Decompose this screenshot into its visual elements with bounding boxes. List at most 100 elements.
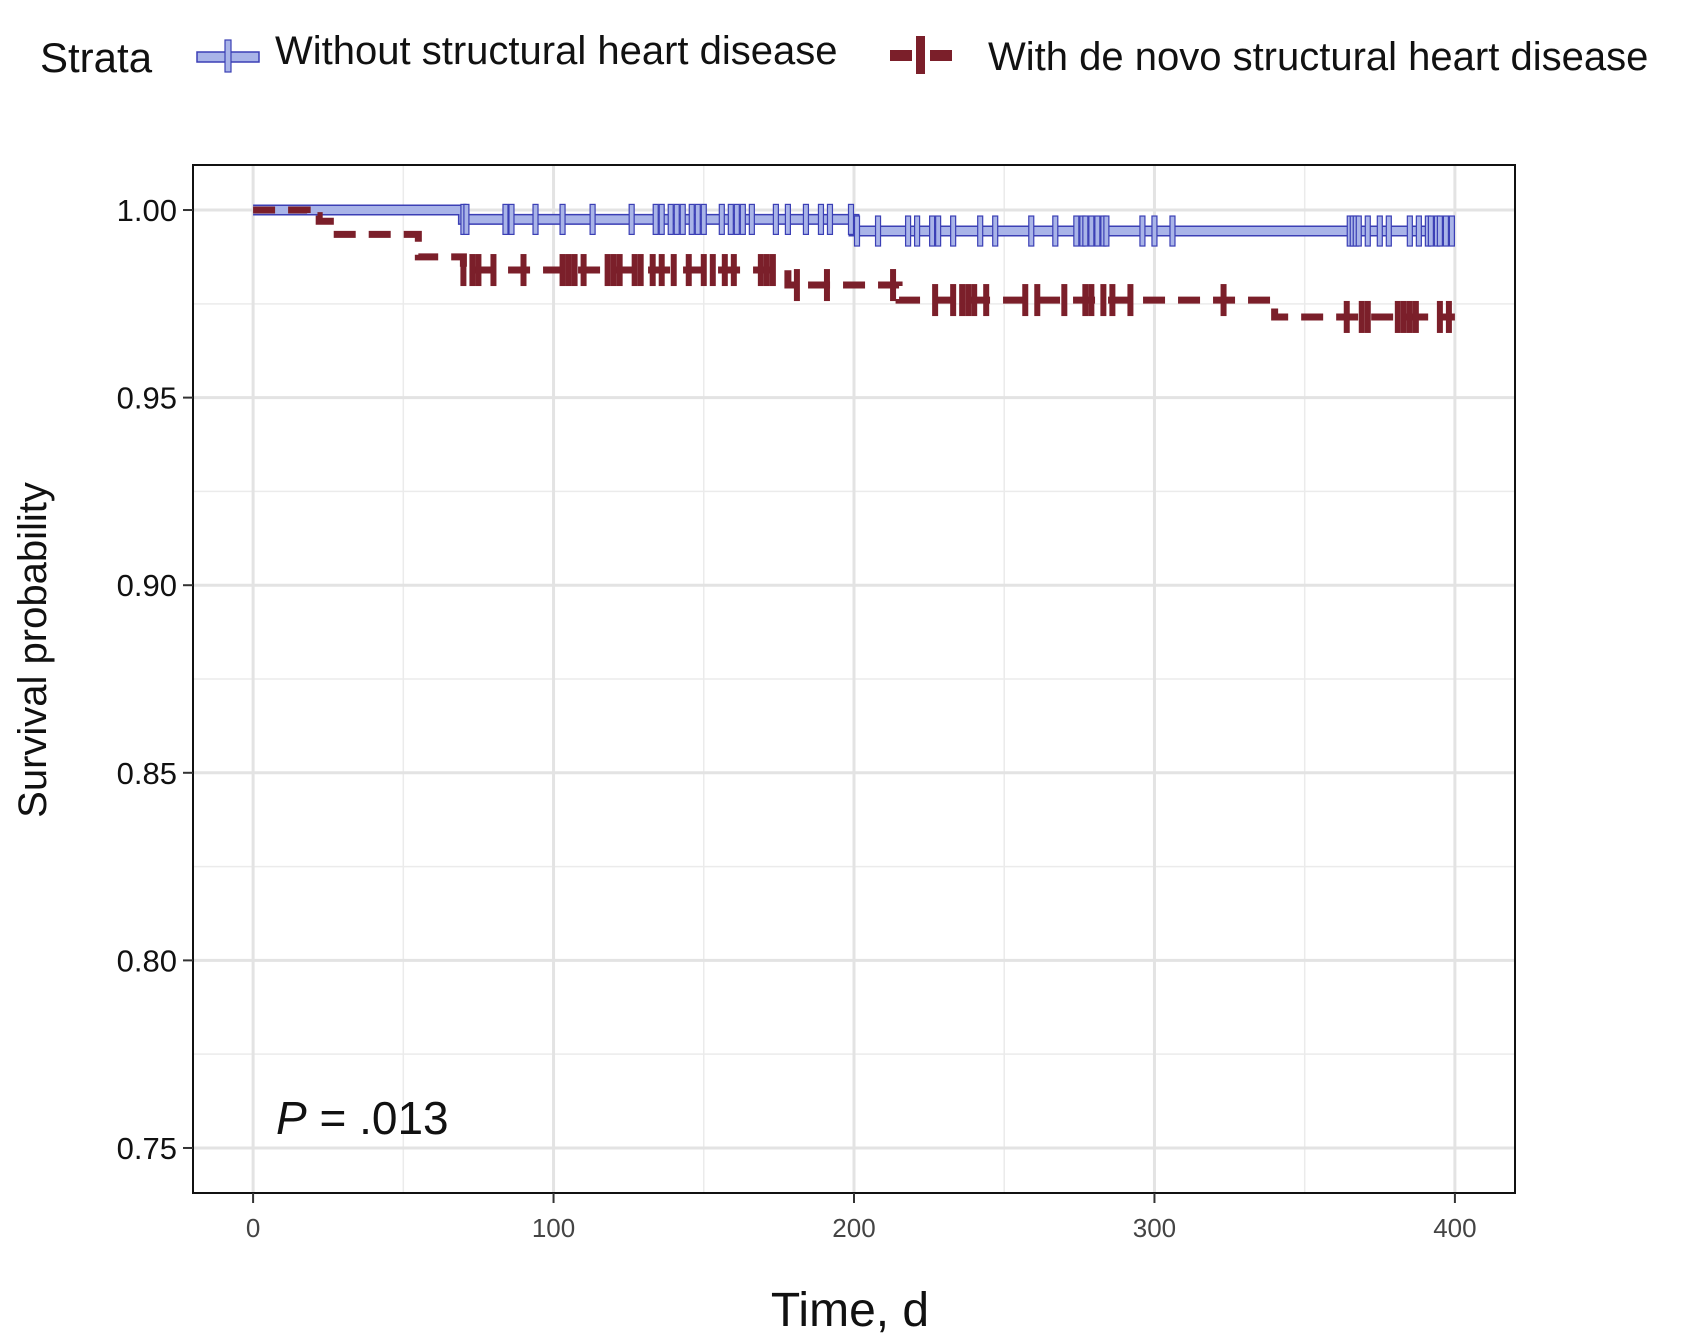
legend-key-with	[890, 36, 952, 74]
censor-mark-with	[823, 269, 830, 302]
censor-mark-without	[1406, 215, 1413, 247]
censor-mark-with	[469, 254, 476, 287]
censor-mark-without	[772, 203, 779, 236]
censor-mark-without	[1436, 215, 1443, 247]
y-tick-label: 0.90	[117, 568, 177, 603]
censor-mark-with	[890, 269, 897, 302]
censor-mark-without	[1151, 215, 1158, 247]
censor-mark-without	[853, 215, 861, 247]
y-axis: 0.75 0.80 0.85 0.90 0.95 1.00	[117, 193, 193, 1166]
censor-mark-with	[685, 254, 692, 287]
censor-mark-with	[670, 254, 677, 287]
censor-mark-with	[580, 254, 587, 287]
censor-mark-without	[733, 203, 740, 236]
censor-mark-without	[658, 203, 665, 236]
censor-mark-with	[1034, 284, 1041, 317]
x-tick-label: 0	[246, 1213, 260, 1243]
y-tick-label: 1.00	[117, 193, 177, 228]
censor-mark-without	[802, 203, 810, 236]
x-axis-title: Time, d	[771, 1284, 929, 1337]
censor-mark-without	[679, 203, 686, 236]
censor-mark-with	[559, 254, 566, 287]
x-tick-label: 100	[532, 1213, 575, 1243]
censor-mark-without	[559, 203, 566, 236]
censor-mark-without	[1169, 215, 1176, 247]
censor-mark-without	[1427, 215, 1434, 247]
censor-mark-without	[673, 203, 680, 236]
censor-mark-without	[694, 203, 701, 236]
censor-mark-with	[983, 284, 990, 317]
censor-mark-without	[748, 203, 755, 236]
p-value: = .013	[307, 1092, 449, 1144]
censor-mark-with	[637, 254, 644, 287]
censor-mark-without	[718, 203, 725, 236]
censor-mark-with	[971, 284, 978, 317]
legend-key-censor-without	[224, 39, 232, 73]
censor-mark-without	[950, 215, 957, 247]
censor-mark-with	[649, 254, 656, 287]
censor-mark-with	[658, 254, 665, 287]
censor-mark-without	[1028, 215, 1035, 247]
y-tick-label: 0.80	[117, 943, 177, 978]
censor-mark-without	[874, 215, 882, 247]
censor-mark-with	[1445, 300, 1452, 333]
censor-mark-with	[604, 254, 611, 287]
censor-mark-without	[935, 215, 942, 247]
censor-mark-without	[463, 203, 470, 236]
censor-mark-with	[1220, 284, 1227, 317]
censor-mark-without	[1355, 215, 1362, 247]
x-tick-label: 200	[832, 1213, 875, 1243]
censor-mark-with	[721, 254, 728, 287]
y-tick-label: 0.95	[117, 381, 177, 416]
censor-mark-with	[1358, 300, 1365, 333]
legend-title: Strata	[40, 34, 153, 81]
censor-mark-without	[589, 203, 596, 236]
censor-mark-with	[571, 254, 578, 287]
censor-mark-with	[520, 254, 527, 287]
censor-mark-without	[727, 203, 734, 236]
censor-mark-with	[1412, 300, 1419, 333]
legend-label-without: Without structural heart disease	[275, 29, 837, 73]
censor-mark-without	[1415, 215, 1422, 247]
censor-mark-with	[793, 269, 800, 302]
censor-mark-without	[1376, 215, 1383, 247]
series-with-de-novo-structural-heart-disease	[253, 206, 1455, 333]
x-tick-label: 300	[1133, 1213, 1176, 1243]
censor-mark-with	[709, 254, 716, 287]
censor-mark-without	[1088, 215, 1095, 247]
censor-mark-with	[1022, 284, 1029, 317]
censor-mark-with	[1088, 284, 1095, 317]
censor-mark-with	[757, 254, 764, 287]
censor-mark-without	[508, 203, 515, 236]
censor-mark-with	[950, 284, 957, 317]
legend: Strata Without structural heart disease …	[40, 29, 1648, 81]
censor-mark-with	[490, 254, 497, 287]
censor-mark-without	[1103, 215, 1110, 247]
censor-mark-with	[730, 254, 737, 287]
legend-label-with: With de novo structural heart disease	[988, 35, 1648, 79]
censor-mark-without	[502, 203, 509, 236]
y-tick-label: 0.85	[117, 756, 177, 791]
censor-mark-with	[700, 254, 707, 287]
series-layer	[253, 203, 1456, 333]
censor-mark-with	[1364, 300, 1371, 333]
censor-mark-with	[610, 254, 617, 287]
censor-mark-without	[700, 203, 707, 236]
censor-mark-with	[769, 254, 776, 287]
censor-mark-with	[965, 284, 972, 317]
censor-mark-with	[763, 254, 770, 287]
censor-mark-without	[1094, 215, 1101, 247]
censor-mark-with	[616, 254, 623, 287]
censor-mark-with	[460, 254, 467, 287]
p-symbol: P	[276, 1092, 307, 1144]
censor-mark-without	[1052, 215, 1059, 247]
censor-mark-without	[1442, 215, 1449, 247]
legend-key-without	[196, 39, 260, 73]
legend-key-censor-with	[916, 36, 925, 74]
censor-mark-without	[904, 215, 912, 247]
censor-mark-with	[959, 284, 966, 317]
p-value-annotation: P = .013	[276, 1092, 449, 1144]
censor-mark-without	[1139, 215, 1146, 247]
censor-mark-with	[475, 254, 482, 287]
censor-mark-without	[977, 215, 984, 247]
